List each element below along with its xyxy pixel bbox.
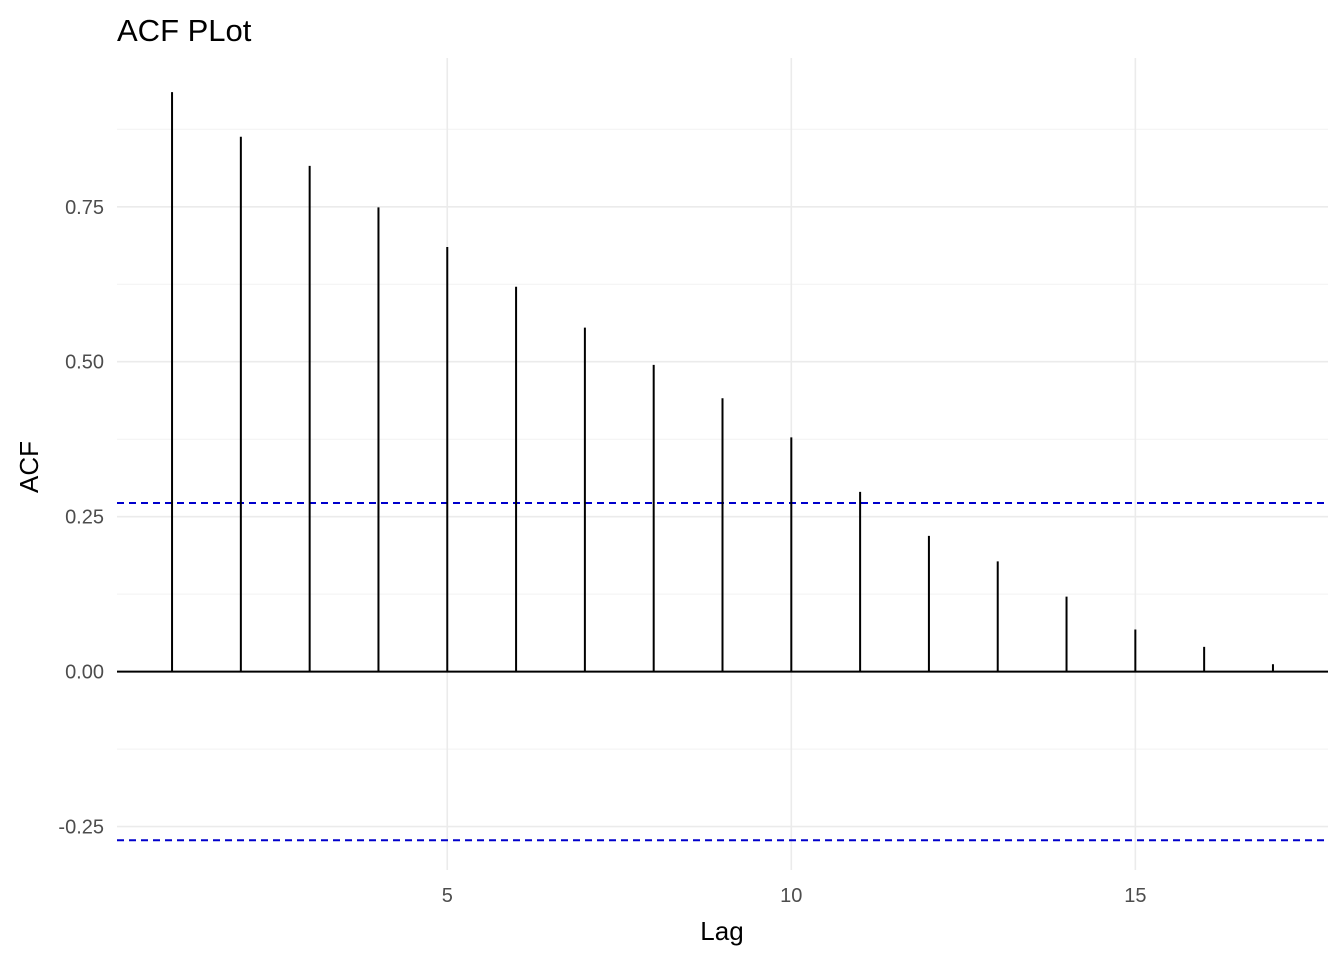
y-tick-label: 0.25 bbox=[65, 507, 104, 529]
y-tick-label: -0.25 bbox=[58, 817, 104, 839]
x-axis-title: Lag bbox=[700, 916, 743, 946]
y-tick-label: 0.50 bbox=[65, 352, 104, 374]
y-tick-label: 0.75 bbox=[65, 197, 104, 219]
x-tick-label: 15 bbox=[1124, 885, 1146, 907]
grid bbox=[117, 58, 1328, 870]
x-tick-label: 10 bbox=[780, 885, 802, 907]
y-axis-ticks: -0.25 0.00 0.25 0.50 0.75 bbox=[58, 197, 104, 839]
y-tick-label: 0.00 bbox=[65, 662, 104, 684]
x-axis-ticks: 5 10 15 bbox=[442, 885, 1147, 907]
chart-title: ACF PLot bbox=[117, 13, 252, 48]
x-tick-label: 5 bbox=[442, 885, 453, 907]
acf-stems bbox=[117, 92, 1328, 673]
y-axis-title: ACF bbox=[14, 441, 44, 493]
